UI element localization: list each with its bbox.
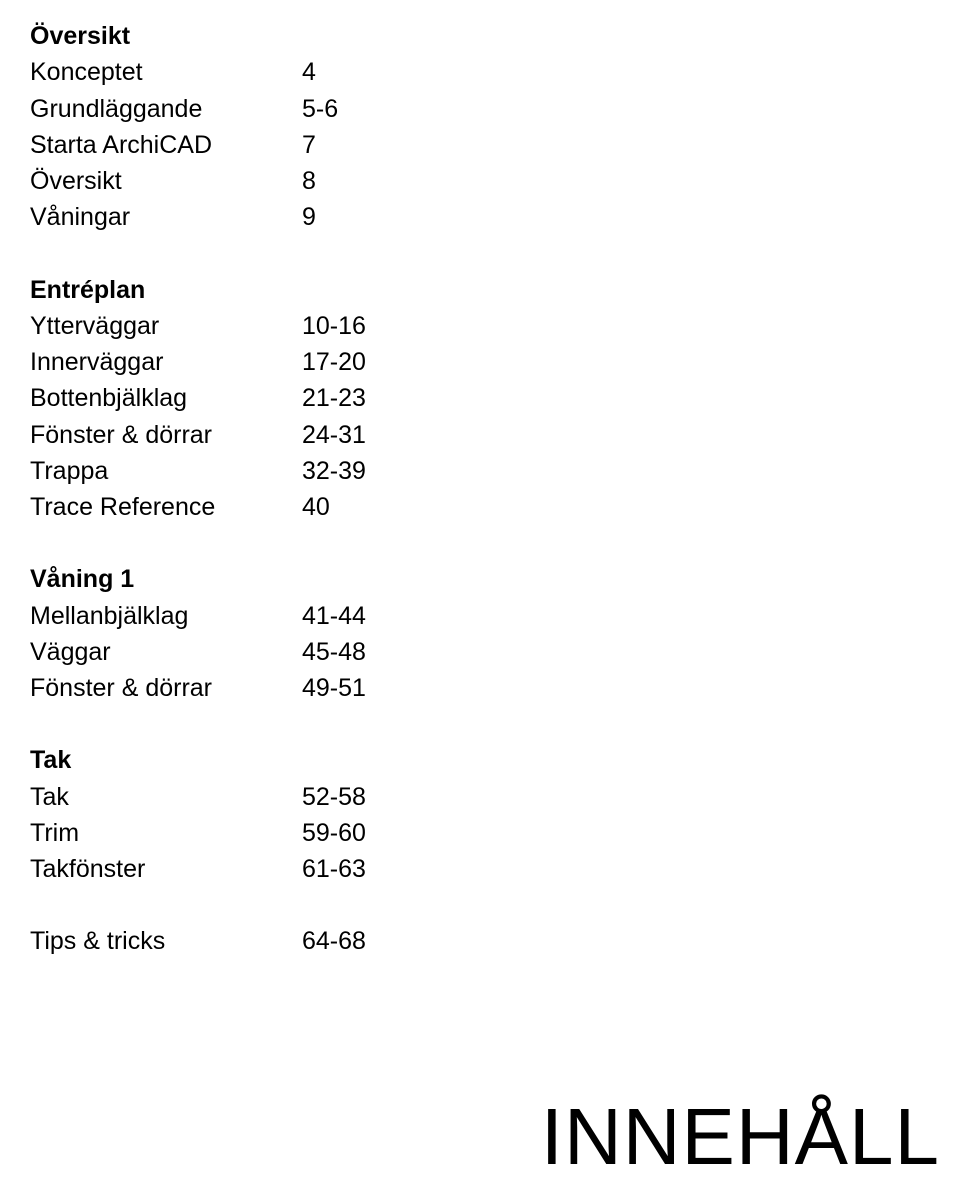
toc-row: Tips & tricks 64-68 — [30, 923, 960, 959]
toc-label: Väggar — [30, 634, 302, 670]
section-heading: Översikt — [30, 18, 960, 54]
toc-row: Konceptet 4 — [30, 54, 960, 90]
section-heading: Tak — [30, 742, 960, 778]
toc-row: Trace Reference 40 — [30, 489, 960, 525]
section-heading: Entréplan — [30, 272, 960, 308]
toc-value: 32-39 — [302, 453, 366, 489]
toc-label: Trappa — [30, 453, 302, 489]
toc-row: Våningar 9 — [30, 199, 960, 235]
toc-label: Mellanbjälklag — [30, 598, 302, 634]
toc-label: Översikt — [30, 163, 302, 199]
toc-value: 59-60 — [302, 815, 366, 851]
toc-value: 52-58 — [302, 779, 366, 815]
section-gap — [30, 525, 960, 561]
section-gap — [30, 887, 960, 923]
toc-row: Bottenbjälklag 21-23 — [30, 380, 960, 416]
toc-row: Tak 52-58 — [30, 779, 960, 815]
page-container: Översikt Konceptet 4 Grundläggande 5-6 S… — [0, 0, 960, 1187]
section-gap — [30, 236, 960, 272]
toc-row: Ytterväggar 10-16 — [30, 308, 960, 344]
toc-row: Fönster & dörrar 24-31 — [30, 417, 960, 453]
section-heading: Våning 1 — [30, 561, 960, 597]
section-gap — [30, 706, 960, 742]
toc-value: 21-23 — [302, 380, 366, 416]
toc-value: 17-20 — [302, 344, 366, 380]
toc-value: 45-48 — [302, 634, 366, 670]
toc-label: Trace Reference — [30, 489, 302, 525]
toc-value: 64-68 — [302, 923, 366, 959]
toc-value: 24-31 — [302, 417, 366, 453]
toc-row: Takfönster 61-63 — [30, 851, 960, 887]
toc-label: Tak — [30, 779, 302, 815]
toc-value: 7 — [302, 127, 316, 163]
toc-value: 41-44 — [302, 598, 366, 634]
toc-label: Trim — [30, 815, 302, 851]
toc-label: Takfönster — [30, 851, 302, 887]
toc-label: Grundläggande — [30, 91, 302, 127]
toc-value: 4 — [302, 54, 316, 90]
toc-value: 10-16 — [302, 308, 366, 344]
toc-label: Våningar — [30, 199, 302, 235]
toc-value: 9 — [302, 199, 316, 235]
toc-row: Översikt 8 — [30, 163, 960, 199]
toc-label: Tips & tricks — [30, 923, 302, 959]
toc-label: Starta ArchiCAD — [30, 127, 302, 163]
toc-row: Trim 59-60 — [30, 815, 960, 851]
toc-row: Trappa 32-39 — [30, 453, 960, 489]
toc-row: Innerväggar 17-20 — [30, 344, 960, 380]
toc-label: Bottenbjälklag — [30, 380, 302, 416]
toc-row: Fönster & dörrar 49-51 — [30, 670, 960, 706]
toc-row: Väggar 45-48 — [30, 634, 960, 670]
toc-label: Ytterväggar — [30, 308, 302, 344]
toc-label: Fönster & dörrar — [30, 417, 302, 453]
toc-label: Konceptet — [30, 54, 302, 90]
toc-value: 5-6 — [302, 91, 338, 127]
toc-row: Grundläggande 5-6 — [30, 91, 960, 127]
toc-value: 49-51 — [302, 670, 366, 706]
toc-label: Fönster & dörrar — [30, 670, 302, 706]
toc-value: 8 — [302, 163, 316, 199]
toc-value: 40 — [302, 489, 330, 525]
page-footer-title: INNEHÅLL — [541, 1091, 940, 1183]
toc-row: Starta ArchiCAD 7 — [30, 127, 960, 163]
toc-label: Innerväggar — [30, 344, 302, 380]
toc-value: 61-63 — [302, 851, 366, 887]
toc-row: Mellanbjälklag 41-44 — [30, 598, 960, 634]
